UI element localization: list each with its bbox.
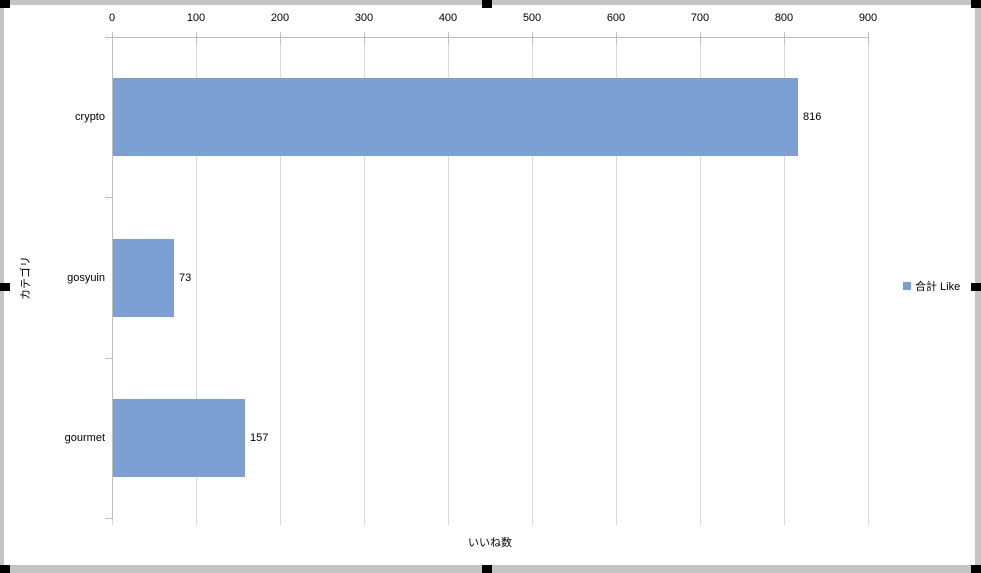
selection-handle-middle-right[interactable] <box>971 282 981 291</box>
gridline <box>364 37 365 518</box>
legend[interactable]: 合計 Like <box>903 279 960 293</box>
gridline-end-tick <box>616 518 617 525</box>
gridline <box>448 37 449 518</box>
value-axis-tick-label: 300 <box>354 12 374 24</box>
category-axis-tick <box>105 197 112 198</box>
category-label-gourmet: gourmet <box>64 431 105 444</box>
gridline-end-tick <box>196 518 197 525</box>
value-axis-tick-label: 700 <box>690 12 710 24</box>
value-axis-tick-label: 800 <box>774 12 794 24</box>
value-axis-tick-label: 0 <box>108 12 116 24</box>
gridline-end-tick <box>280 518 281 525</box>
value-axis-tick <box>448 32 449 44</box>
value-axis-tick-label: 900 <box>858 12 878 24</box>
selection-handle-top-right[interactable] <box>971 0 981 8</box>
category-axis-line <box>112 37 113 519</box>
gridline <box>784 37 785 518</box>
value-axis-tick <box>280 32 281 44</box>
selection-handle-bottom-left[interactable] <box>0 565 10 573</box>
value-axis-tick <box>112 32 113 44</box>
gridline-end-tick <box>364 518 365 525</box>
value-axis-tick <box>532 32 533 44</box>
bar-gourmet[interactable] <box>113 399 245 477</box>
plot-area <box>112 37 869 525</box>
legend-label: 合計 Like <box>915 281 961 293</box>
selection-handle-middle-left[interactable] <box>0 282 10 291</box>
selection-handle-bottom-right[interactable] <box>971 565 981 573</box>
gridline-end-tick <box>532 518 533 525</box>
bar-data-label: 73 <box>179 272 192 284</box>
bar-crypto[interactable] <box>113 78 798 156</box>
value-axis-tick-label: 400 <box>438 12 458 24</box>
value-axis-tick <box>700 32 701 44</box>
category-axis-tick <box>105 518 112 519</box>
gridline-end-tick <box>112 518 113 525</box>
value-axis-tick-label: 100 <box>186 12 206 24</box>
bar-data-label: 816 <box>803 111 822 123</box>
category-label-gosyuin: gosyuin <box>67 271 105 284</box>
gridline <box>532 37 533 518</box>
value-axis-tick <box>364 32 365 44</box>
category-axis-tick <box>105 37 112 38</box>
value-axis-tick <box>868 32 869 44</box>
value-axis-tick-label: 500 <box>522 12 542 24</box>
value-axis-tick-label: 200 <box>270 12 290 24</box>
value-axis-tick <box>196 32 197 44</box>
bar-data-label: 157 <box>250 432 269 444</box>
gridline-end-tick <box>868 518 869 525</box>
gridline-end-tick <box>448 518 449 525</box>
legend-marker-icon <box>903 282 911 290</box>
gridline <box>616 37 617 518</box>
gridline <box>868 37 869 518</box>
gridline-end-tick <box>700 518 701 525</box>
x-axis-title: いいね数 <box>468 537 512 549</box>
value-axis-line <box>112 37 869 38</box>
category-axis-tick <box>105 358 112 359</box>
selection-handle-bottom-center[interactable] <box>481 565 492 573</box>
bar-gosyuin[interactable] <box>113 239 174 317</box>
gridline <box>280 37 281 518</box>
gridline <box>196 37 197 518</box>
value-axis-tick-label: 600 <box>606 12 626 24</box>
gridline-end-tick <box>784 518 785 525</box>
gridline <box>700 37 701 518</box>
category-label-crypto: crypto <box>75 111 105 124</box>
value-axis-tick <box>616 32 617 44</box>
selection-handle-top-center[interactable] <box>481 0 492 8</box>
value-axis-tick <box>784 32 785 44</box>
selection-handle-top-left[interactable] <box>0 0 10 8</box>
